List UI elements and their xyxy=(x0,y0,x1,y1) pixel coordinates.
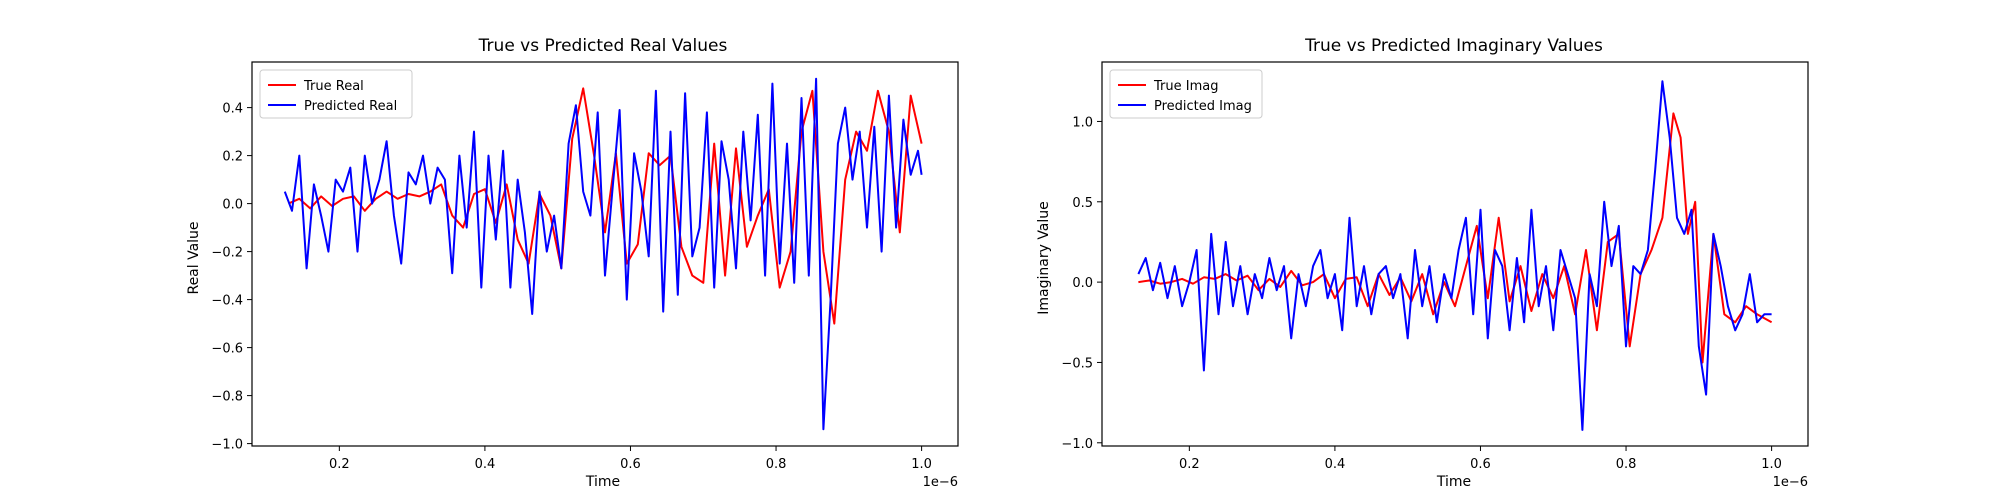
x-tick-label: 0.2 xyxy=(329,457,350,472)
x-axis-offset-label: 1e−6 xyxy=(923,475,958,490)
chart-imaginary: True vs Predicted Imaginary Values Time … xyxy=(1036,36,1809,490)
y-tick-label: −0.4 xyxy=(211,294,243,309)
plot-frame xyxy=(1101,61,1809,447)
x-tick-label: 0.8 xyxy=(766,457,787,472)
y-axis-label: Real Value xyxy=(186,221,202,294)
y-tick-label: −0.2 xyxy=(211,246,243,261)
y-tick-label: 1.0 xyxy=(1072,115,1093,130)
legend-box xyxy=(1109,69,1263,119)
series-line-predicted xyxy=(283,77,923,431)
series-line-true xyxy=(287,87,923,325)
x-tick-label: 1.0 xyxy=(1761,457,1782,472)
legend-label: True Real xyxy=(303,79,364,94)
x-axis-offset-label: 1e−6 xyxy=(1773,475,1808,490)
y-tick-label: 0.0 xyxy=(222,198,243,213)
legend: True Real Predicted Real xyxy=(259,69,413,119)
series-line-predicted xyxy=(1137,80,1772,431)
legend-box xyxy=(259,69,413,119)
x-axis-label: Time xyxy=(1436,474,1471,490)
y-tick-label: −0.5 xyxy=(1061,356,1093,371)
x-tick-label: 0.6 xyxy=(620,457,641,472)
y-tick-label: −1.0 xyxy=(211,438,243,453)
y-axis-label: Imaginary Value xyxy=(1036,201,1052,315)
x-axis-label: Time xyxy=(585,474,620,490)
series-group xyxy=(1137,80,1773,431)
y-tick-label: 0.4 xyxy=(222,102,243,117)
y-tick-label: 0.5 xyxy=(1072,196,1093,211)
series-line-true xyxy=(1138,112,1773,364)
x-tick-label: 1.0 xyxy=(911,457,932,472)
chart-title: True vs Predicted Imaginary Values xyxy=(1304,36,1603,56)
series-group xyxy=(283,77,923,431)
plot-frame xyxy=(251,61,959,447)
legend-label: True Imag xyxy=(1153,79,1218,94)
y-tick-label: −0.8 xyxy=(211,390,243,405)
x-tick-label: 0.6 xyxy=(1470,457,1491,472)
y-tick-label: 0.0 xyxy=(1072,276,1093,291)
legend-label: Predicted Real xyxy=(304,99,397,114)
legend: True Imag Predicted Imag xyxy=(1109,69,1263,119)
y-tick-label: 0.2 xyxy=(222,150,243,165)
legend-label: Predicted Imag xyxy=(1154,99,1252,114)
x-tick-label: 0.4 xyxy=(475,457,496,472)
chart-title: True vs Predicted Real Values xyxy=(478,36,728,56)
x-tick-label: 0.8 xyxy=(1616,457,1637,472)
y-tick-label: −0.6 xyxy=(211,342,243,357)
x-tick-label: 0.2 xyxy=(1179,457,1200,472)
x-tick-label: 0.4 xyxy=(1325,457,1346,472)
y-tick-label: −1.0 xyxy=(1061,437,1093,452)
chart-real: True vs Predicted Real Values Time Real … xyxy=(186,36,959,490)
